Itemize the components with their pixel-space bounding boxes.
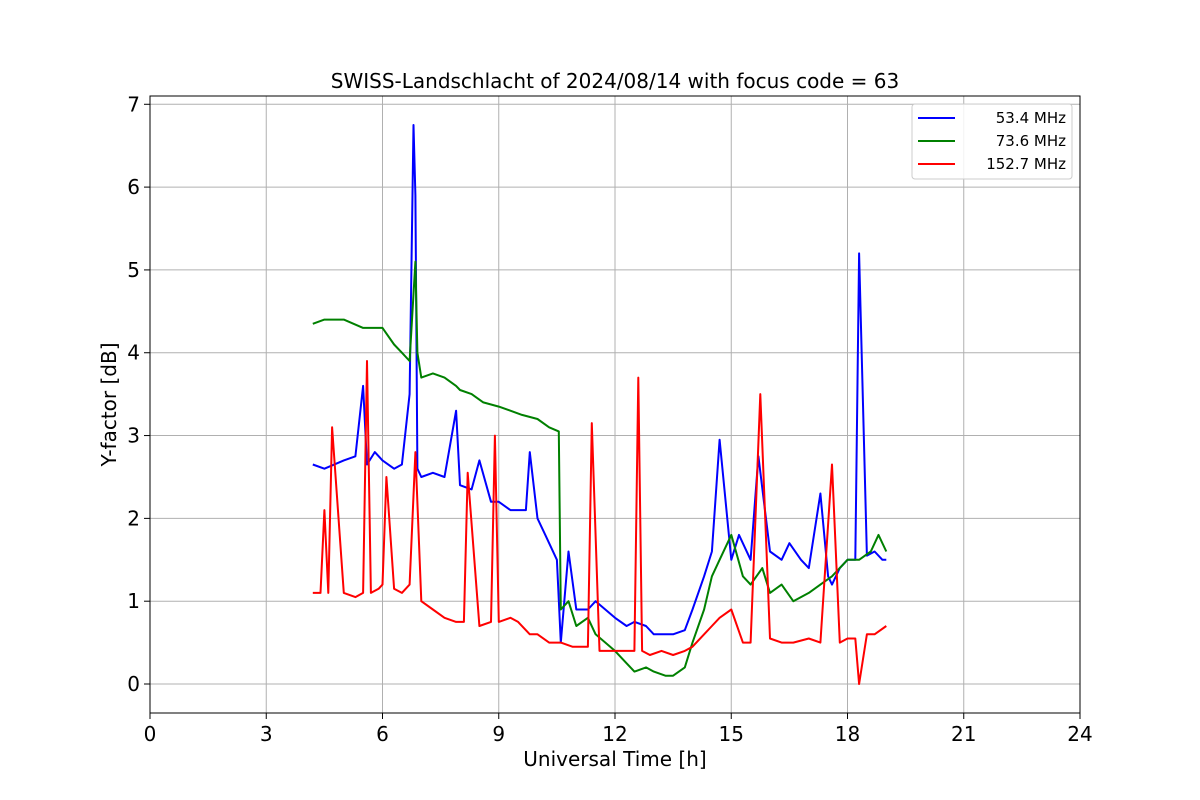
series-line-2 bbox=[312, 260, 888, 677]
legend-frame bbox=[911, 103, 1073, 180]
x-tick-label: 9 bbox=[492, 722, 505, 746]
legend-label: 73.6 MHz bbox=[996, 132, 1066, 150]
x-tick-label: 21 bbox=[951, 722, 976, 746]
y-tick-label: 0 bbox=[127, 672, 140, 696]
y-axis: 0 1 2 3 4 5 6 7 bbox=[127, 92, 150, 696]
x-axis-label: Universal Time [h] bbox=[523, 747, 706, 771]
x-tick-label: 18 bbox=[835, 722, 860, 746]
y-tick-label: 2 bbox=[127, 506, 140, 530]
series-line-3 bbox=[312, 360, 887, 685]
x-tick-label: 0 bbox=[144, 722, 157, 746]
x-tick-label: 24 bbox=[1067, 722, 1092, 746]
series-layer bbox=[312, 124, 888, 685]
x-axis: 0 3 6 9 12 15 18 21 24 bbox=[144, 713, 1093, 746]
x-tick-label: 6 bbox=[376, 722, 389, 746]
x-tick-label: 12 bbox=[602, 722, 627, 746]
x-tick-label: 15 bbox=[719, 722, 744, 746]
y-tick-label: 3 bbox=[127, 424, 140, 448]
y-tick-label: 1 bbox=[127, 589, 140, 613]
y-tick-label: 5 bbox=[127, 258, 140, 282]
y-axis-label: Y-factor [dB] bbox=[97, 342, 121, 467]
legend-label: 152.7 MHz bbox=[986, 155, 1066, 173]
y-tick-label: 7 bbox=[127, 92, 140, 116]
chart-title: SWISS-Landschlacht of 2024/08/14 with fo… bbox=[331, 69, 899, 93]
y-tick-label: 6 bbox=[127, 175, 140, 199]
x-tick-label: 3 bbox=[260, 722, 273, 746]
y-tick-label: 4 bbox=[127, 341, 140, 365]
legend-label: 53.4 MHz bbox=[996, 109, 1066, 127]
legend: 53.4 MHz 73.6 MHz 152.7 MHz bbox=[911, 103, 1073, 180]
